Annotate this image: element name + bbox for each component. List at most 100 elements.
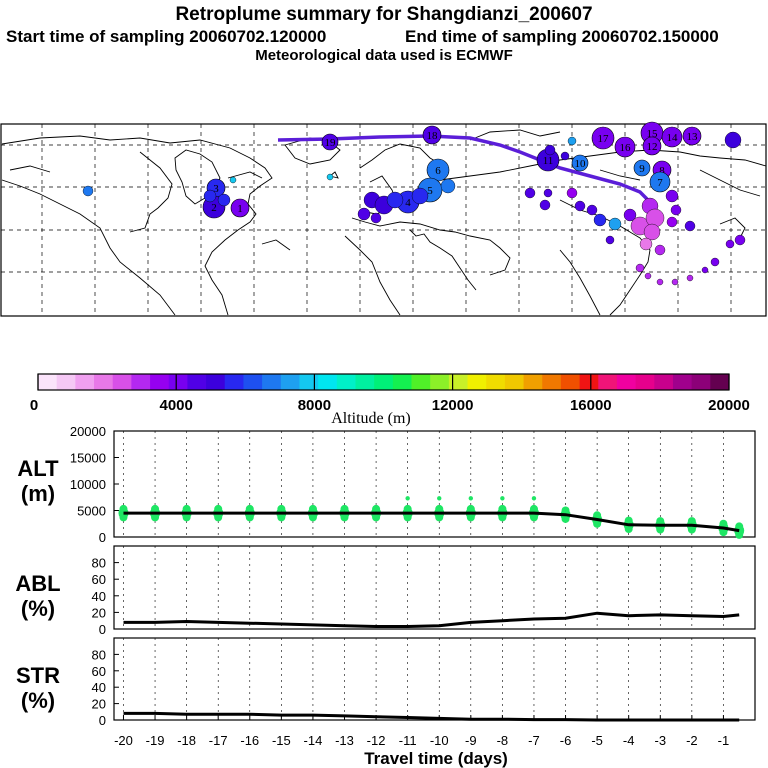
x-tick-label: -4: [623, 733, 635, 748]
plume-marker-circle: [321, 133, 339, 151]
plume-dot: [326, 173, 334, 181]
x-tick-label: -13: [335, 733, 354, 748]
series-line: [123, 511, 740, 533]
x-tick-label: -7: [528, 733, 540, 748]
plume-marker-label: 10: [575, 158, 587, 170]
plume-marker: 7: [649, 171, 671, 193]
colorbar-cell: [448, 374, 468, 390]
panel-alt: 0 5000 10000 15000 20000 ALT(m): [17, 424, 756, 545]
plume-dot: [644, 272, 652, 280]
plume-dot: [574, 200, 586, 212]
colorbar-tick-label: 0: [30, 397, 38, 414]
plume-marker-label: 18: [427, 130, 439, 142]
panel-label: ABL: [15, 571, 60, 596]
plume-marker-circle: [642, 136, 662, 156]
plume-dot: [567, 136, 577, 146]
series-line: [123, 611, 740, 628]
start-time-label: Start time of sampling 20060702.120000: [6, 27, 327, 46]
altitude-point: [403, 504, 412, 513]
plume-dot: [666, 216, 678, 228]
altitude-spread: [118, 496, 745, 539]
plume-dot: [560, 151, 570, 161]
colorbar-cell: [150, 374, 170, 390]
plume-marker-circle: [422, 125, 442, 145]
plume-marker-circle: [614, 136, 636, 158]
altitude-point: [119, 504, 128, 513]
colorbar-cell: [504, 374, 524, 390]
plume-marker-label: 15: [647, 128, 659, 140]
y-tick-label: 15000: [70, 451, 106, 466]
plume-dot: [593, 213, 607, 227]
colorbar-cell: [206, 374, 226, 390]
plume-marker-label: 9: [639, 163, 645, 175]
y-tick-label: 80: [92, 556, 106, 571]
altitude-point: [735, 522, 744, 531]
chart-title: Retroplume summary for Shangdianzi_20060…: [175, 4, 593, 25]
plume-dot: [370, 212, 382, 224]
y-tick-label: 60: [92, 572, 106, 587]
x-tick-label: -2: [686, 733, 698, 748]
met-data-label: Meteorological data used is ECMWF: [255, 47, 513, 64]
altitude-point: [719, 519, 728, 528]
plume-marker-label: 4: [405, 197, 411, 209]
y-tick-label: 5000: [77, 504, 106, 519]
x-tick-label: -10: [430, 733, 449, 748]
colorbar-cell: [56, 374, 76, 390]
panel-frame: [113, 545, 756, 630]
altitude-point: [214, 504, 223, 513]
colorbar-cell: [38, 374, 58, 390]
colorbar-cell: [318, 374, 338, 390]
plume-marker-label: 2: [211, 202, 217, 214]
plume-marker-label: 1: [237, 203, 243, 215]
plume-dot: [645, 208, 665, 228]
plume-marker-circle: [230, 198, 250, 218]
plume-marker: 1: [230, 198, 250, 218]
plume-marker-label: 3: [213, 183, 219, 195]
altitude-colorbar: 0 4000 8000 12000 16000 20000 Altitude (m): [30, 373, 750, 427]
altitude-point: [340, 504, 349, 513]
colorbar-cell: [486, 374, 506, 390]
colorbar-cell: [355, 374, 375, 390]
plume-dot: [684, 220, 696, 232]
x-tick-label: -17: [209, 733, 228, 748]
colorbar-tick-label: 4000: [160, 397, 193, 414]
plume-dot: [543, 188, 553, 198]
plume-dot: [701, 266, 709, 274]
altitude-point: [687, 517, 696, 526]
plume-marker-label: 17: [598, 133, 610, 145]
plume-marker-circle: [661, 126, 683, 148]
plume-dot: [635, 263, 645, 273]
panel-label: STR: [16, 663, 60, 688]
colorbar-cell: [411, 374, 431, 390]
colorbar-cell: [523, 374, 543, 390]
plume-marker-label: 7: [657, 177, 663, 189]
colorbar-cell: [542, 374, 562, 390]
plume-marker-label: 13: [687, 131, 699, 143]
plume-marker: 17: [591, 126, 615, 150]
plume-marker: 19: [321, 133, 339, 151]
plume-dot: [671, 278, 679, 286]
plume-dot: [82, 185, 94, 197]
plume-dot: [670, 204, 682, 216]
colorbar-cell: [691, 374, 711, 390]
colorbar-cell: [635, 374, 655, 390]
colorbar-cell: [112, 374, 132, 390]
plume-marker-label: 16: [620, 142, 632, 154]
plume-marker-circle: [571, 154, 589, 172]
plume-marker: 14: [661, 126, 683, 148]
colorbar-cell: [336, 374, 356, 390]
plume-dot: [411, 187, 429, 205]
x-tick-label: -15: [272, 733, 291, 748]
x-tick-label: -1: [718, 733, 730, 748]
y-tick-label: 60: [92, 664, 106, 679]
y-tick-label: 10000: [70, 477, 106, 492]
series-line: [123, 711, 740, 722]
plume-dot: [544, 144, 556, 156]
colorbar-cell: [654, 374, 674, 390]
plume-marker-label: 14: [667, 132, 679, 144]
colorbar-cell: [131, 374, 151, 390]
plume-track: [277, 134, 657, 213]
plume-marker-circle: [591, 126, 615, 150]
plume-dot: [665, 189, 679, 203]
